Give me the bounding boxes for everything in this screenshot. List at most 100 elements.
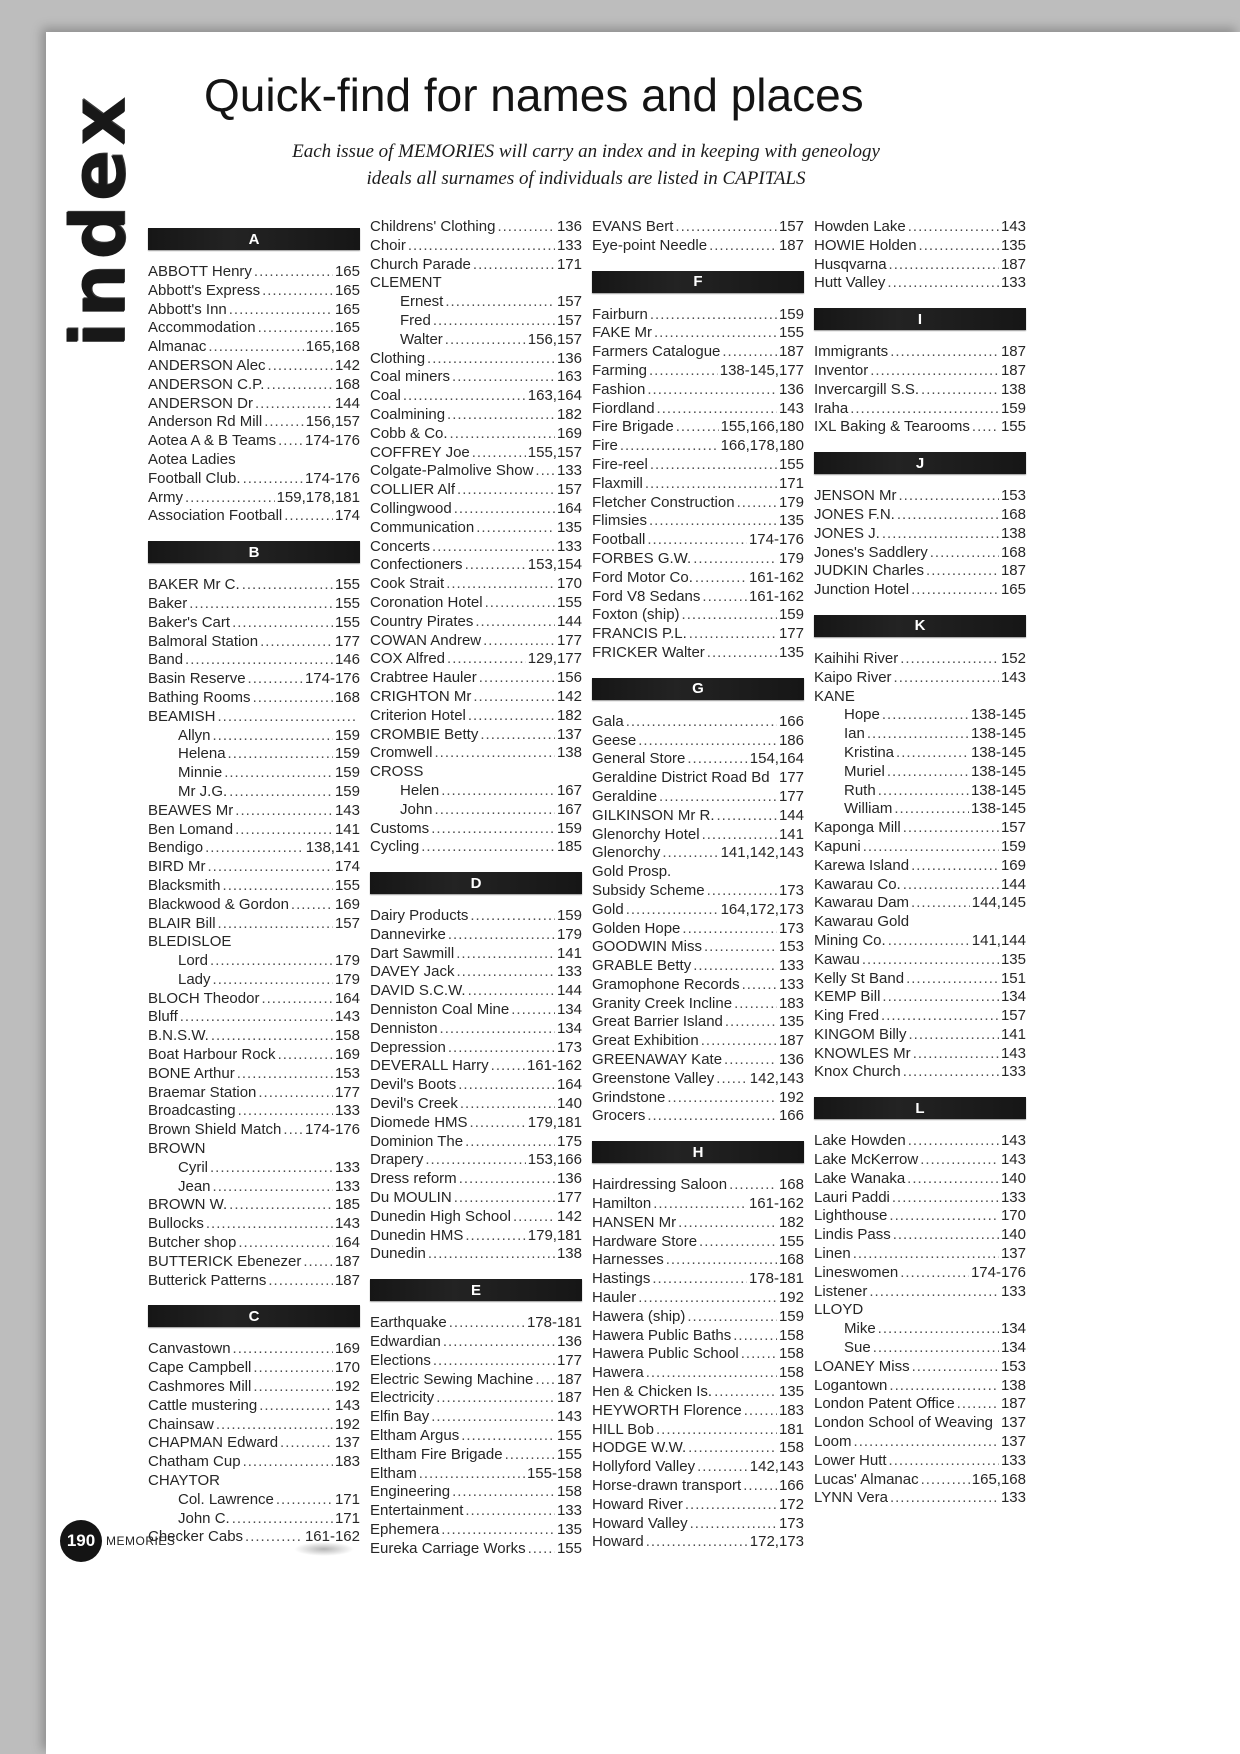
dot-leader — [908, 218, 999, 237]
index-entry: Army 159,178,181 — [148, 489, 360, 508]
entry-page-number: 143 — [778, 399, 804, 417]
index-entry: Canvastown 169 — [148, 1340, 360, 1359]
index-entry: Hollyford Valley 142,143 — [592, 1458, 804, 1477]
entry-term: JUDKIN Charles — [814, 562, 925, 580]
dot-leader — [218, 915, 333, 934]
index-entry: Collingwood 164 — [370, 500, 582, 519]
entry-term: EVANS Bert — [592, 218, 674, 235]
dot-leader — [232, 614, 333, 633]
entry-term: Harnesses — [592, 1251, 664, 1269]
dot-leader — [229, 783, 333, 802]
dot-leader — [258, 319, 333, 338]
entry-page-number: 144 — [778, 806, 804, 824]
entry-term: Howard — [592, 1533, 644, 1551]
dot-leader — [431, 820, 555, 839]
index-entry: Aotea Ladies — [148, 451, 360, 470]
entry-page-number: 133 — [1000, 274, 1026, 292]
entry-term: Football — [592, 531, 646, 549]
index-entry: Broadcasting 133 — [148, 1102, 360, 1121]
entry-page-number: 142 — [334, 356, 360, 374]
entry-page-number: 138-145 — [970, 800, 1026, 818]
entry-term: Band — [148, 651, 184, 669]
entry-page-number: 178-181 — [748, 1270, 804, 1288]
index-entry: BIRD Mr 174 — [148, 858, 360, 877]
entry-term: LYNN Vera — [814, 1489, 888, 1507]
entry-page-number: 166 — [778, 712, 804, 730]
index-entry: Baker's Cart 155 — [148, 614, 360, 633]
dot-leader — [900, 650, 999, 669]
entry-term: Allyn — [178, 726, 211, 744]
index-entry: Fashion 136 — [592, 381, 804, 400]
entry-term: Depression — [370, 1038, 446, 1056]
entry-page-number: 142,143 — [749, 1458, 804, 1476]
dot-leader — [742, 976, 777, 995]
index-entry: Aotea A & B Teams 174-176 — [148, 432, 360, 451]
entry-page-number: 159 — [1000, 837, 1026, 855]
section-letter: K — [914, 617, 926, 635]
entry-term: Ernest — [400, 293, 444, 311]
index-entry: Kawarau Dam 144,145 — [814, 894, 1026, 913]
entry-page-number: 158 — [778, 1326, 804, 1344]
index-entry: Diomede HMS 179,181 — [370, 1114, 582, 1133]
entry-page-number: 186 — [778, 731, 804, 749]
entry-term: CHAPMAN Edward — [148, 1434, 279, 1452]
index-entry: Helena 159 — [148, 745, 360, 764]
scan-smudge — [294, 1542, 354, 1556]
entry-page-number: 138-145 — [970, 762, 1026, 780]
entry-page-number: 161-162 — [748, 568, 804, 586]
entry-term: Eye-point Needle — [592, 236, 708, 254]
entry-term: Kawarau Co. — [814, 875, 901, 893]
entry-page-number: 143 — [556, 1408, 582, 1426]
entry-term: Hope — [844, 706, 880, 724]
index-entry: Boat Harbour Rock 169 — [148, 1046, 360, 1065]
entry-page-number: 159 — [334, 745, 360, 763]
dot-leader — [881, 1007, 999, 1026]
entry-term: Bullocks — [148, 1215, 204, 1233]
dot-leader — [228, 745, 333, 764]
entry-term: Geraldine — [592, 787, 658, 805]
dot-leader — [733, 1327, 777, 1346]
entry-page-number: 179 — [778, 549, 804, 567]
index-entry: Inventor 187 — [814, 362, 1026, 381]
entry-term: Hutt Valley — [814, 274, 886, 292]
entry-term: Criterion Hotel — [370, 706, 466, 724]
entry-term: BONE Arthur — [148, 1064, 235, 1082]
dot-leader — [626, 901, 719, 920]
dot-leader — [449, 1314, 525, 1333]
dot-leader — [724, 1051, 777, 1070]
dot-leader — [291, 896, 333, 915]
entry-page-number: 143 — [1000, 668, 1026, 686]
entry-page-number: 137 — [556, 725, 582, 743]
dot-leader — [447, 650, 526, 669]
section-header-C: C — [148, 1305, 360, 1328]
index-entry: Lauri Paddi 133 — [814, 1189, 1026, 1208]
index-entry: Childrens' Clothing 136 — [370, 218, 582, 237]
entry-page-number: 165,168 — [971, 1470, 1026, 1488]
entry-term: ABBOTT Henry — [148, 263, 252, 280]
index-entry: Denniston Coal Mine 134 — [370, 1001, 582, 1020]
index-entry: EVANS Bert 157 — [592, 218, 804, 237]
entry-page-number: 135 — [1000, 950, 1026, 968]
dot-leader — [421, 838, 555, 857]
dot-leader — [485, 594, 555, 613]
entry-page-number: 172,173 — [749, 1533, 804, 1551]
entry-page-number: 171 — [334, 1490, 360, 1508]
entry-term: Howden Lake — [814, 218, 906, 235]
entry-term: Fire — [592, 437, 618, 455]
entry-page-number: 143 — [334, 1396, 360, 1414]
dot-leader — [432, 538, 555, 557]
index-entry: Lake Wanaka 140 — [814, 1170, 1026, 1189]
index-entry: GRABLE Betty 133 — [592, 957, 804, 976]
index-entry: Bendigo 138,141 — [148, 839, 360, 858]
entry-page-number: 155,157 — [527, 443, 582, 461]
index-entry: Husqvarna 187 — [814, 256, 1026, 275]
entry-page-number: 133 — [556, 537, 582, 555]
entry-term: Cyril — [178, 1158, 208, 1176]
dot-leader — [457, 481, 555, 500]
entry-term: Eureka Carriage Works — [370, 1539, 526, 1557]
index-entry: BEAWES Mr 143 — [148, 802, 360, 821]
entry-term: Granity Creek Incline — [592, 994, 733, 1012]
index-entry: Cyril 133 — [148, 1159, 360, 1178]
entry-page-number: 168 — [334, 375, 360, 393]
